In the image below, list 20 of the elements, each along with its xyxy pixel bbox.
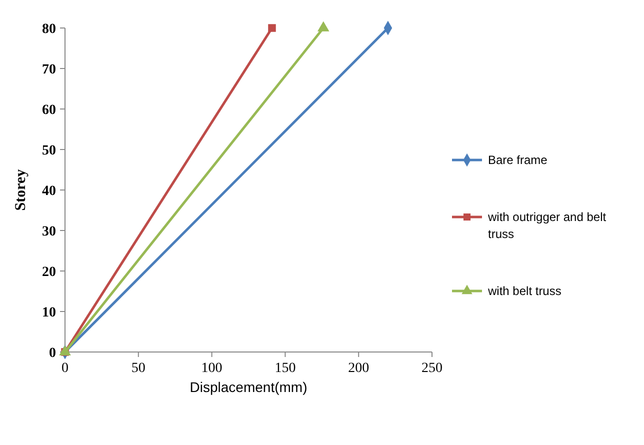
legend-label: with belt truss (487, 284, 562, 298)
y-tick-label: 10 (42, 306, 56, 320)
legend-label: with outrigger and belt truss (487, 210, 607, 241)
y-tick-label: 50 (42, 144, 56, 158)
y-tick-label: 20 (42, 265, 56, 280)
x-tick-label: 150 (274, 361, 296, 376)
y-tick-label: 30 (42, 224, 56, 240)
x-tick-label: 0 (62, 361, 68, 376)
y-tick-label: 0 (49, 346, 56, 361)
x-tick-label: 200 (348, 361, 370, 376)
legend-label: Bare frame (488, 153, 548, 167)
x-axis-title: Displacement(mm) (190, 379, 308, 395)
y-tick-label: 80 (42, 22, 56, 37)
y-tick-label: 60 (42, 103, 56, 118)
x-tick-label: 50 (131, 361, 146, 376)
y-axis-title: Storey (13, 168, 29, 211)
x-tick-label: 250 (422, 361, 442, 376)
x-tick-label: 100 (201, 361, 222, 376)
y-tick-label: 40 (42, 184, 56, 199)
y-tick-label: 70 (42, 62, 56, 78)
